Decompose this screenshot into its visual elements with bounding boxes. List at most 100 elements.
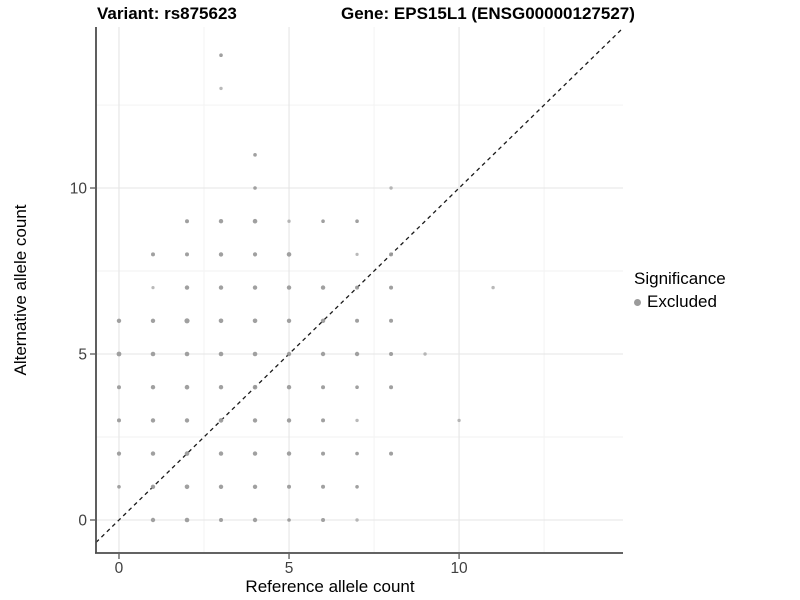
data-point [184, 484, 190, 490]
legend-title: Significance [634, 269, 726, 288]
data-point [321, 484, 326, 489]
data-point [252, 252, 258, 257]
data-point [286, 252, 292, 257]
data-point [150, 385, 156, 390]
data-point [252, 484, 258, 489]
variant-title: Variant: rs875623 [97, 4, 237, 23]
data-point [389, 352, 394, 357]
x-axis-title: Reference allele count [245, 577, 415, 596]
data-point [287, 484, 292, 489]
data-point [185, 219, 190, 224]
data-point [423, 352, 427, 356]
data-point [252, 517, 258, 523]
data-point [184, 384, 190, 390]
data-point [150, 517, 156, 523]
data-point [389, 252, 394, 257]
data-point [184, 517, 190, 523]
data-point [389, 186, 393, 190]
data-point [150, 484, 156, 489]
data-point [287, 518, 291, 522]
data-point [185, 252, 190, 257]
data-point [355, 451, 359, 456]
data-point [150, 418, 156, 423]
data-point [320, 318, 326, 324]
data-point [184, 285, 190, 290]
data-point [354, 351, 360, 357]
data-point [286, 451, 292, 456]
data-point [286, 385, 292, 390]
legend-item-label: Excluded [647, 292, 717, 311]
data-point [286, 318, 292, 324]
data-point [184, 418, 190, 423]
data-point [389, 285, 394, 290]
data-point [252, 418, 258, 423]
data-point [117, 484, 121, 489]
data-point [116, 451, 122, 456]
data-point [355, 285, 360, 290]
data-point [252, 351, 258, 357]
data-point [184, 318, 190, 324]
y-tick-label: 0 [78, 512, 87, 529]
data-point [218, 385, 224, 390]
data-point [116, 351, 122, 357]
gene-title: Gene: EPS15L1 (ENSG00000127527) [341, 4, 635, 23]
data-point [321, 451, 326, 456]
data-point [252, 318, 258, 324]
identity-line [95, 27, 624, 543]
data-point [287, 219, 291, 223]
y-axis-title: Alternative allele count [11, 204, 30, 376]
data-point [389, 451, 394, 456]
data-point [355, 385, 359, 390]
data-point [116, 418, 121, 423]
data-point [355, 484, 359, 489]
data-point [218, 318, 224, 324]
data-point [219, 517, 224, 522]
data-point [218, 351, 224, 357]
data-point [355, 219, 359, 224]
data-point [286, 351, 292, 357]
data-point [389, 385, 394, 390]
data-point [321, 385, 326, 390]
data-point [355, 318, 360, 323]
data-point [355, 518, 359, 522]
data-point [389, 318, 394, 323]
data-point [116, 318, 122, 324]
data-point [252, 285, 258, 290]
data-point [151, 286, 155, 290]
data-point [252, 451, 258, 456]
data-point [150, 451, 156, 456]
excluded-point-icon [634, 298, 641, 306]
legend: Significance Excluded [634, 269, 726, 312]
y-tick-label: 5 [78, 347, 87, 364]
data-point [321, 517, 326, 522]
data-point [150, 252, 155, 257]
data-point [321, 219, 325, 224]
data-point [253, 186, 257, 190]
data-point [218, 484, 224, 489]
data-point [150, 318, 156, 324]
y-tick-label: 10 [70, 181, 88, 198]
data-point [150, 351, 156, 357]
x-tick-label: 5 [285, 560, 294, 577]
legend-item-excluded: Excluded [634, 292, 726, 312]
data-point [252, 218, 258, 224]
data-point [116, 385, 121, 390]
data-point [320, 285, 326, 290]
data-point [355, 418, 359, 423]
data-point [321, 418, 326, 423]
data-point [286, 285, 292, 290]
data-point [219, 53, 223, 58]
data-point [219, 86, 223, 91]
data-point [218, 451, 224, 456]
data-point [218, 252, 224, 257]
data-point [184, 451, 190, 456]
data-point [457, 418, 461, 423]
data-point [218, 285, 224, 290]
data-point [184, 351, 190, 357]
data-point [355, 252, 359, 257]
data-point [491, 285, 495, 290]
x-tick-label: 0 [115, 560, 124, 577]
data-point [218, 219, 224, 224]
